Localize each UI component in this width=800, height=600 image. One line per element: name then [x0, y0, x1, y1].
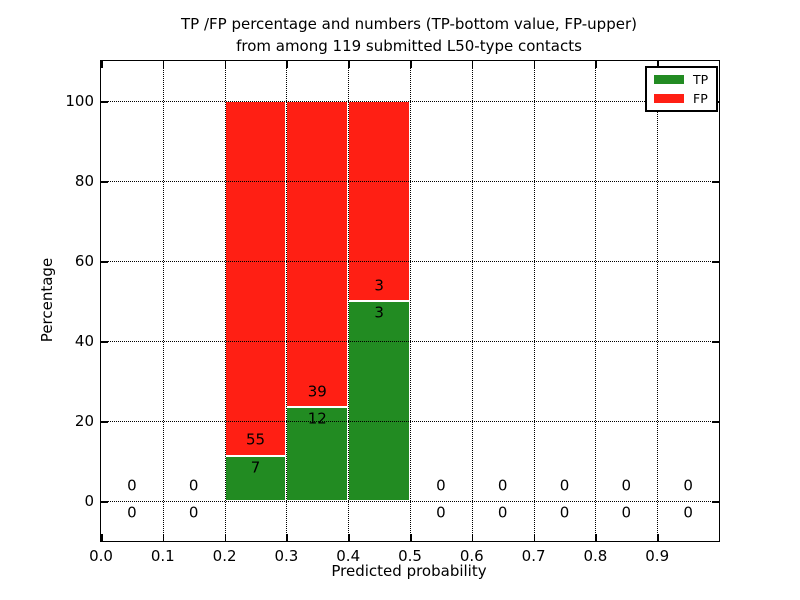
gridline-horizontal	[101, 181, 719, 182]
fp-count-label: 0	[188, 476, 199, 494]
x-tick-label: 0.1	[150, 547, 175, 565]
x-tick-mark	[471, 61, 474, 68]
fp-count-label: 0	[436, 476, 446, 494]
gridline-horizontal	[101, 261, 719, 262]
y-tick-mark	[101, 181, 108, 183]
tp-legend-label: TP	[693, 72, 709, 88]
x-tick-mark	[533, 534, 536, 541]
x-tick-label: 0.0	[89, 547, 113, 565]
fp-bar-segment	[224, 101, 287, 456]
gridline-horizontal	[101, 421, 719, 422]
gridline-vertical	[471, 61, 473, 541]
y-tick-mark	[712, 181, 719, 183]
x-tick-mark	[657, 534, 659, 541]
x-axis-label: Predicted probability	[331, 562, 487, 580]
fp-legend-label: FP	[693, 90, 708, 106]
y-tick-mark	[712, 501, 719, 503]
fp-count-label: 0	[497, 476, 508, 494]
x-tick-mark	[224, 534, 227, 541]
x-tick-label: 0.5	[398, 547, 422, 565]
tp-count-label: 3	[374, 303, 384, 322]
y-tick-label: 80	[74, 172, 94, 190]
x-tick-label: 0.4	[336, 547, 361, 565]
chart-title-line2: from among 119 submitted L50-type contac…	[236, 37, 582, 55]
fp-count-label: 39	[307, 382, 327, 400]
y-tick-label: 40	[74, 332, 94, 350]
tp-count-label: 0	[559, 503, 570, 522]
tp-legend-swatch-icon	[654, 75, 684, 85]
plot-area: TP FP 0.0 0.1 0.2 0.3 0.4 0.5 0.6 0.7 0.8 0.9 0 20 4…	[65, 60, 720, 565]
y-tick-mark	[712, 421, 719, 423]
chart-title-line1: TP /FP percentage and numbers (TP-bottom…	[181, 15, 637, 33]
fp-count-label: 0	[127, 476, 137, 494]
x-tick-mark	[286, 61, 288, 68]
y-tick-label: 20	[74, 412, 94, 430]
x-tick-mark	[595, 61, 597, 68]
x-tick-mark	[101, 61, 103, 68]
y-tick-mark	[101, 501, 108, 503]
y-tick-label: 100	[65, 92, 94, 110]
y-tick-mark	[101, 101, 108, 103]
y-axis-label: Percentage	[38, 257, 56, 343]
gridline-vertical	[533, 61, 535, 541]
x-tick-mark	[162, 534, 165, 541]
tp-count-label: 0	[127, 503, 137, 522]
y-tick-label: 60	[74, 252, 94, 270]
y-tick-mark	[712, 261, 719, 263]
fp-count-label: 3	[374, 276, 384, 294]
y-tick-mark	[101, 421, 108, 423]
y-tick-mark	[101, 261, 108, 263]
x-tick-label: 0.8	[583, 547, 608, 565]
x-tick-mark	[348, 61, 350, 68]
gridline-vertical	[595, 61, 597, 541]
x-tick-mark	[224, 61, 227, 68]
fp-count-label: 0	[559, 476, 570, 494]
legend: TP FP	[645, 66, 718, 112]
fp-count-label: 0	[683, 476, 693, 494]
gridline-vertical	[657, 61, 659, 541]
fp-legend-swatch-icon	[654, 93, 684, 103]
chart-title: TP /FP percentage and numbers (TP-bottom…	[100, 13, 718, 57]
tp-count-label: 0	[621, 503, 632, 522]
fp-count-label: 0	[621, 476, 632, 494]
x-tick-mark	[348, 534, 350, 541]
legend-item-tp: TP	[654, 73, 716, 86]
y-tick-mark	[101, 341, 108, 343]
tp-count-label: 0	[188, 503, 199, 522]
x-tick-label: 0.7	[521, 547, 546, 565]
y-tick-mark	[712, 341, 719, 343]
tp-count-label: 0	[497, 503, 508, 522]
x-tick-mark	[101, 534, 103, 541]
x-tick-mark	[595, 534, 597, 541]
x-tick-mark	[410, 61, 412, 68]
x-tick-mark	[533, 61, 536, 68]
legend-item-fp: FP	[654, 92, 716, 105]
x-tick-mark	[410, 534, 412, 541]
x-tick-mark	[471, 534, 474, 541]
x-tick-label: 0.6	[459, 547, 484, 565]
gridline-vertical	[410, 61, 411, 541]
y-tick-label: 0	[84, 492, 94, 510]
gridline-vertical	[162, 61, 164, 541]
tp-count-label: 7	[250, 458, 261, 477]
tp-bar-segment	[224, 455, 287, 501]
x-tick-label: 0.3	[274, 547, 299, 565]
x-tick-mark	[657, 61, 659, 68]
x-tick-mark	[162, 61, 165, 68]
fp-count-label: 55	[245, 430, 266, 449]
x-tick-label: 0.9	[645, 547, 670, 565]
tp-count-label: 0	[436, 503, 446, 522]
gridline-horizontal	[101, 341, 719, 342]
fp-bar-segment	[348, 101, 410, 301]
tp-count-label: 0	[683, 503, 693, 522]
gridline-horizontal	[101, 501, 719, 502]
tp-bar-segment	[286, 407, 349, 501]
gridline-horizontal	[101, 101, 719, 102]
fp-bar-segment	[286, 101, 349, 407]
x-tick-label: 0.2	[212, 547, 237, 565]
x-tick-mark	[286, 534, 288, 541]
tp-bar-segment	[348, 301, 410, 501]
tp-count-label: 12	[307, 409, 327, 428]
